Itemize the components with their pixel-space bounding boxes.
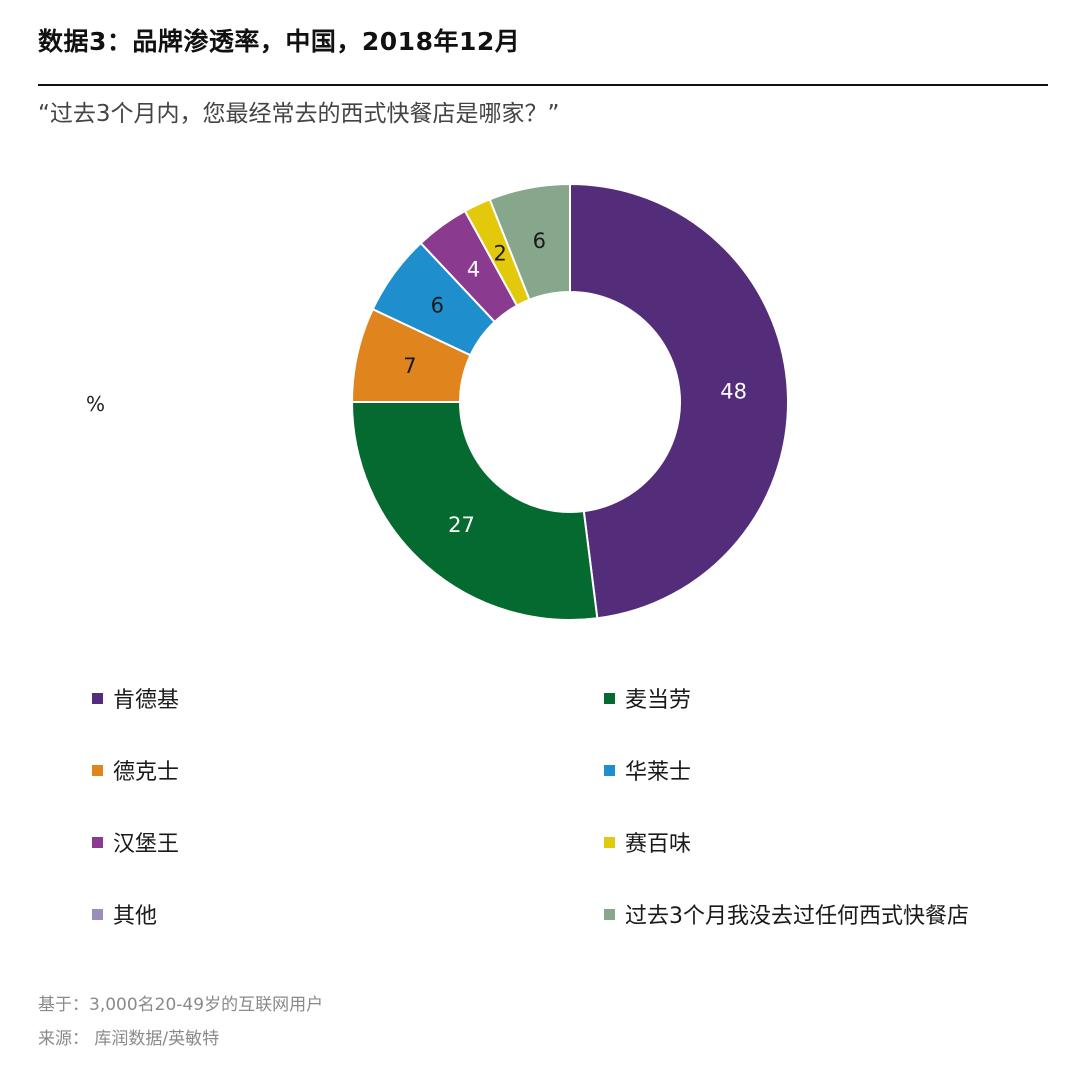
donut-slice-0 (569, 182, 789, 620)
base-footnote: 基于：3,000名20-49岁的互联网用户 (38, 995, 324, 1015)
donut-slice-1 (350, 401, 599, 621)
slice-value-label-1: 27 (448, 513, 475, 537)
slice-value-label-7: 6 (533, 229, 546, 253)
legend-label: 德克士 (113, 760, 180, 785)
legend-label: 过去3个月我没去过任何西式快餐店 (625, 904, 969, 929)
slice-value-label-3: 6 (431, 294, 444, 318)
legend-item-5: 赛百味 (604, 826, 691, 858)
legend-item-1: 麦当劳 (604, 682, 691, 714)
legend-swatch (92, 836, 103, 848)
slice-value-label-5: 2 (493, 242, 506, 266)
donut-slice-7 (488, 182, 571, 302)
legend-swatch (604, 908, 615, 920)
legend-item-2: 德克士 (92, 754, 179, 786)
legend-item-7: 过去3个月我没去过任何西式快餐店 (604, 898, 969, 930)
legend-swatch (92, 908, 103, 920)
legend-item-3: 华莱士 (604, 754, 691, 786)
legend-swatch (92, 764, 103, 776)
legend-swatch (604, 692, 615, 704)
legend-item-4: 汉堡王 (92, 826, 179, 858)
chart-title: 数据3：品牌渗透率，中国，2018年12月 (38, 27, 521, 56)
legend-swatch (604, 836, 615, 848)
legend-label: 华莱士 (625, 760, 692, 785)
legend-label: 麦当劳 (625, 688, 692, 713)
chart-subtitle: “过去3个月内，您最经常去的西式快餐店是哪家？” (38, 101, 560, 127)
legend-label: 赛百味 (625, 832, 692, 857)
slice-value-label-4: 4 (467, 257, 480, 281)
legend-item-6: 其他 (92, 898, 157, 930)
legend-swatch (92, 692, 103, 704)
slice-value-label-2: 7 (403, 354, 416, 378)
legend-label: 其他 (113, 904, 158, 929)
title-divider (38, 84, 1048, 86)
legend-label: 肯德基 (113, 688, 180, 713)
source-footnote: 来源： 库润数据/英敏特 (38, 1029, 220, 1049)
slice-value-label-0: 48 (720, 380, 747, 404)
unit-label: % (86, 392, 106, 416)
legend-swatch (604, 764, 615, 776)
legend-item-0: 肯德基 (92, 682, 179, 714)
legend-label: 汉堡王 (113, 832, 180, 857)
